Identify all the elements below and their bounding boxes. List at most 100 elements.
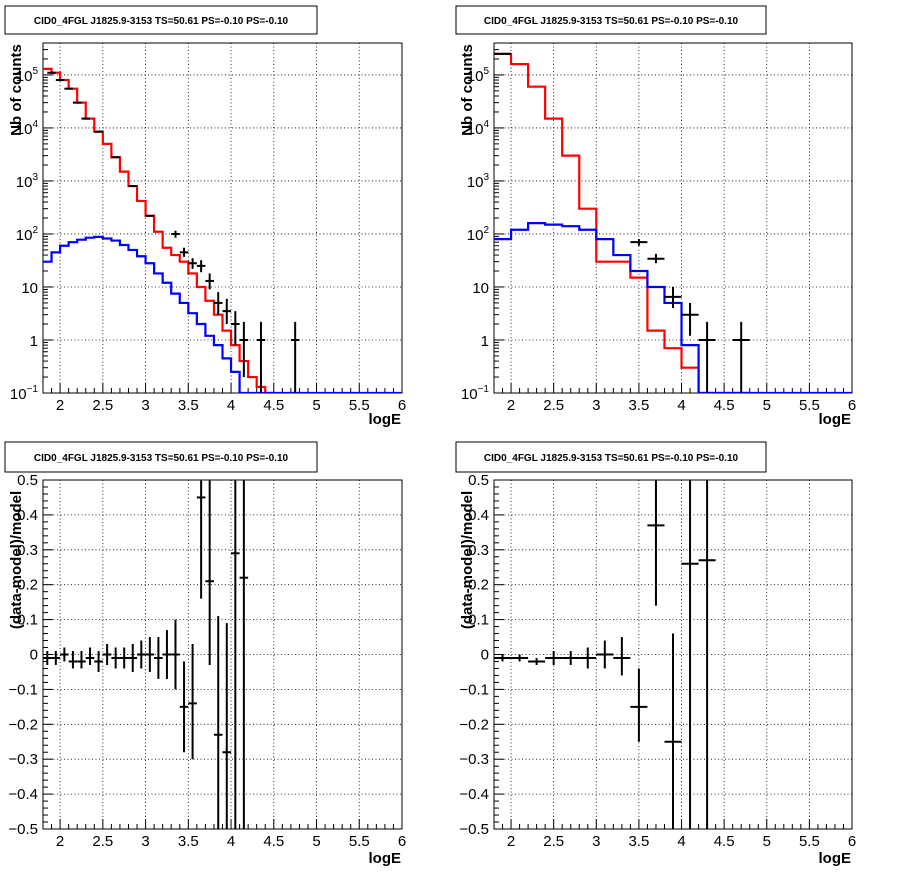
data-point — [698, 480, 716, 829]
data-point — [205, 273, 214, 290]
chart-title: CID0_4FGL J1825.9-3153 TS=50.61 PS=-0.10… — [484, 453, 739, 464]
data-point — [528, 657, 546, 665]
x-tick-label: 3 — [592, 833, 600, 850]
plot-area — [494, 480, 716, 829]
data-point — [630, 239, 648, 246]
data-point — [511, 654, 529, 662]
x-tick-label: 6 — [398, 397, 406, 414]
x-tick-label: 3.5 — [628, 833, 649, 850]
y-tick-label: 0.4 — [17, 507, 38, 524]
x-tick-label: 4 — [227, 397, 235, 414]
data-point — [213, 616, 223, 829]
histogram-series-1 — [43, 235, 402, 393]
data-point — [85, 647, 95, 665]
grid — [43, 480, 402, 829]
title-box — [4, 441, 318, 473]
data-point — [188, 258, 197, 269]
y-axis-title: Nb of counts — [459, 44, 476, 136]
y-tick-label: −0.5 — [459, 821, 489, 838]
data-point — [231, 311, 240, 346]
data-point — [137, 640, 146, 669]
y-axis-title: (data-model)/model — [459, 491, 476, 629]
histogram-series-1 — [494, 222, 852, 393]
x-tick-label: 3.5 — [628, 397, 649, 414]
x-tick-label: 3.5 — [178, 397, 199, 414]
x-tick-label: 2.5 — [543, 397, 564, 414]
x-tick-label: 3 — [592, 397, 600, 414]
data-point — [128, 644, 138, 672]
panel-bottom-right: CID0_4FGL J1825.9-3153 TS=50.61 PS=-0.10… — [455, 441, 856, 867]
x-tick-label: 2.5 — [92, 833, 113, 850]
y-tick-label: 1 — [30, 333, 38, 350]
y-tick-label: −0.3 — [459, 751, 489, 768]
data-point — [68, 651, 78, 669]
data-point — [698, 321, 716, 393]
y-tick-label: 0.5 — [468, 472, 489, 489]
x-tick-label: 2 — [56, 397, 64, 414]
data-point — [545, 651, 563, 665]
plot-area — [43, 480, 249, 829]
x-tick-label: 4.5 — [714, 397, 735, 414]
y-axis-title: (data-model)/model — [8, 491, 25, 629]
histogram-series-0 — [43, 67, 274, 393]
x-tick-label: 4 — [677, 833, 685, 850]
y-tick-label: 10−1 — [10, 384, 39, 403]
data-point — [111, 647, 120, 669]
x-tick-label: 2.5 — [543, 833, 564, 850]
x-axis-title: logE — [819, 850, 852, 867]
data-point — [562, 651, 580, 665]
panel-bottom-left: CID0_4FGL J1825.9-3153 TS=50.61 PS=-0.10… — [4, 441, 406, 867]
plot-area — [43, 67, 402, 393]
x-axis-title: logE — [819, 411, 852, 428]
y-tick-label: 10 — [472, 280, 489, 297]
y-tick-label: 104 — [16, 119, 39, 138]
y-tick-label: 104 — [467, 119, 490, 138]
data-point — [732, 321, 750, 393]
y-tick-label: 0.2 — [17, 577, 38, 594]
y-tick-label: 0.4 — [468, 507, 489, 524]
y-tick-label: 0.1 — [17, 612, 38, 629]
y-tick-label: 10 — [21, 280, 38, 297]
data-point — [664, 633, 682, 829]
data-point — [290, 321, 300, 393]
x-tick-label: 3.5 — [178, 833, 199, 850]
y-tick-label: 0.5 — [17, 472, 38, 489]
title-box — [455, 5, 767, 35]
data-point — [119, 647, 129, 669]
data-point — [196, 480, 206, 599]
y-tick-label: 103 — [16, 172, 39, 191]
y-tick-label: 105 — [16, 66, 39, 85]
y-tick-label: 1 — [481, 333, 489, 350]
plot-frame — [42, 42, 403, 394]
data-point — [630, 668, 648, 742]
title-box — [4, 5, 318, 35]
data-point — [162, 630, 172, 679]
data-point — [179, 247, 189, 257]
data-point — [231, 480, 240, 829]
data-point — [60, 647, 69, 662]
data-point — [681, 480, 699, 829]
panel-top-left: CID0_4FGL J1825.9-3153 TS=50.61 PS=-0.10… — [4, 5, 406, 428]
data-point — [145, 637, 155, 672]
data-point — [213, 292, 223, 315]
x-tick-label: 5 — [312, 397, 320, 414]
data-point — [171, 230, 180, 238]
chart-title: CID0_4FGL J1825.9-3153 TS=50.61 PS=-0.10… — [484, 16, 739, 27]
title-box — [455, 441, 767, 473]
x-axis-title: logE — [369, 850, 402, 867]
x-tick-label: 5 — [763, 833, 771, 850]
grid — [494, 43, 852, 393]
y-tick-label: 0.3 — [468, 542, 489, 559]
x-tick-label: 3 — [141, 397, 149, 414]
data-point — [222, 623, 232, 829]
x-tick-label: 6 — [848, 397, 856, 414]
data-point — [154, 637, 163, 679]
y-tick-label: −0.3 — [8, 751, 38, 768]
x-tick-label: 6 — [848, 833, 856, 850]
data-point — [613, 637, 631, 676]
y-tick-label: 10−1 — [461, 384, 490, 403]
histogram-series-0 — [494, 52, 750, 393]
data-point — [179, 661, 189, 753]
y-tick-label: −0.1 — [459, 681, 489, 698]
x-tick-label: 2 — [507, 833, 515, 850]
